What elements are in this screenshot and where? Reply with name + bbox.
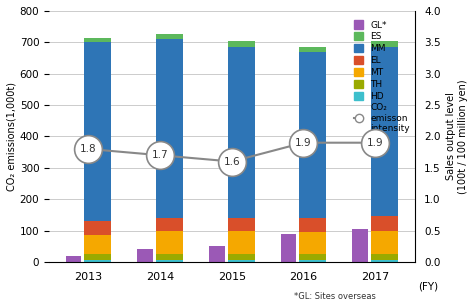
Bar xyxy=(371,47,398,216)
Bar xyxy=(299,260,326,262)
Bar xyxy=(84,260,112,262)
Bar xyxy=(156,218,183,231)
Bar xyxy=(371,231,398,254)
Bar xyxy=(228,231,255,254)
Bar xyxy=(84,42,112,221)
Bar xyxy=(84,221,112,235)
Bar xyxy=(299,254,326,260)
Bar xyxy=(299,47,326,52)
Bar xyxy=(371,41,398,47)
Bar xyxy=(209,246,225,262)
Bar xyxy=(371,216,398,231)
Bar xyxy=(352,229,368,262)
Text: 1.9: 1.9 xyxy=(295,138,312,148)
Bar xyxy=(228,260,255,262)
Bar xyxy=(228,47,255,218)
Bar xyxy=(156,39,183,218)
Bar xyxy=(156,254,183,260)
Bar xyxy=(299,52,326,218)
Bar xyxy=(156,260,183,262)
Bar xyxy=(84,235,112,254)
Bar xyxy=(137,249,153,262)
Bar xyxy=(371,260,398,262)
Bar xyxy=(84,38,112,42)
Bar xyxy=(228,218,255,231)
Text: 1.8: 1.8 xyxy=(80,144,97,154)
Bar xyxy=(156,35,183,39)
Bar xyxy=(156,231,183,254)
Bar xyxy=(299,232,326,254)
Bar xyxy=(228,41,255,47)
Y-axis label: Sales output level
(100t / 100 million yen): Sales output level (100t / 100 million y… xyxy=(446,79,468,194)
Bar xyxy=(66,256,81,262)
Text: 1.9: 1.9 xyxy=(367,138,383,148)
Text: *GL: Sites overseas: *GL: Sites overseas xyxy=(294,292,376,301)
Text: 1.6: 1.6 xyxy=(224,157,240,167)
Bar xyxy=(299,218,326,232)
Legend: GL*, ES, MM, EL, MT, TH, HD, CO₂
emisson
intensity: GL*, ES, MM, EL, MT, TH, HD, CO₂ emisson… xyxy=(354,21,410,133)
Bar xyxy=(371,254,398,260)
Bar xyxy=(84,254,112,260)
Text: (FY): (FY) xyxy=(418,281,438,291)
Y-axis label: CO₂ emissions(1,000t): CO₂ emissions(1,000t) xyxy=(7,82,17,191)
Text: 1.7: 1.7 xyxy=(152,150,169,160)
Bar xyxy=(228,254,255,260)
Bar xyxy=(281,234,296,262)
